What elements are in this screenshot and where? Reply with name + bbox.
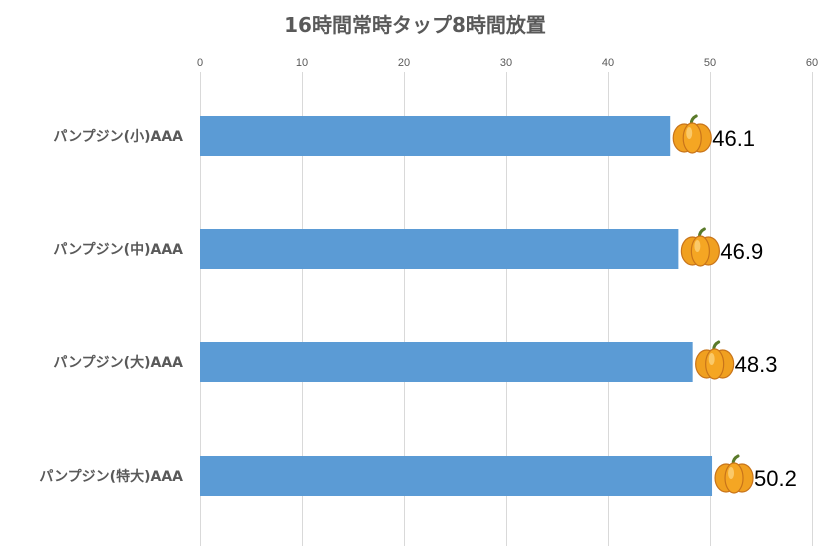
- data-label-1: 46.9: [720, 239, 763, 264]
- tick-label-1: 10: [296, 57, 308, 69]
- data-label-0: 46.1: [712, 126, 755, 151]
- pumpkin-markers: [672, 114, 754, 494]
- category-label-0: パンプジン(小)AAA: [53, 129, 183, 145]
- bar-3: [200, 456, 713, 496]
- tick-label-2: 20: [398, 57, 410, 69]
- category-labels: パンプジン(小)AAA パンプジン(中)AAA パンプジン(大)AAA パンプジン(特…: [39, 129, 183, 485]
- x-axis-ticks: 0 10 20 30 40 50 60: [197, 57, 818, 69]
- pumpkin-icon-0: [672, 114, 712, 154]
- pumpkin-icon-2: [695, 340, 735, 380]
- chart-title: 16時間常時タップ8時間放置: [284, 13, 546, 37]
- tick-label-3: 30: [500, 57, 512, 69]
- bar-1: [200, 229, 679, 269]
- bars: [200, 116, 713, 496]
- category-label-2: パンプジン(大)AAA: [53, 354, 183, 371]
- bar-2: [200, 342, 693, 382]
- data-label-2: 48.3: [735, 352, 778, 377]
- category-label-3: パンプジン(特大)AAA: [39, 468, 183, 485]
- data-label-3: 50.2: [754, 466, 797, 491]
- tick-label-4: 40: [602, 57, 614, 69]
- tick-label-0: 0: [197, 57, 203, 69]
- pumpkin-icon-1: [680, 227, 720, 267]
- tick-label-6: 60: [806, 57, 818, 69]
- data-labels: 46.1 46.9 48.3 50.2: [712, 126, 797, 491]
- category-label-1: パンプジン(中)AAA: [53, 241, 183, 258]
- bar-0: [200, 116, 671, 156]
- pumpkin-icon-3: [714, 454, 754, 494]
- tick-label-5: 50: [704, 57, 716, 69]
